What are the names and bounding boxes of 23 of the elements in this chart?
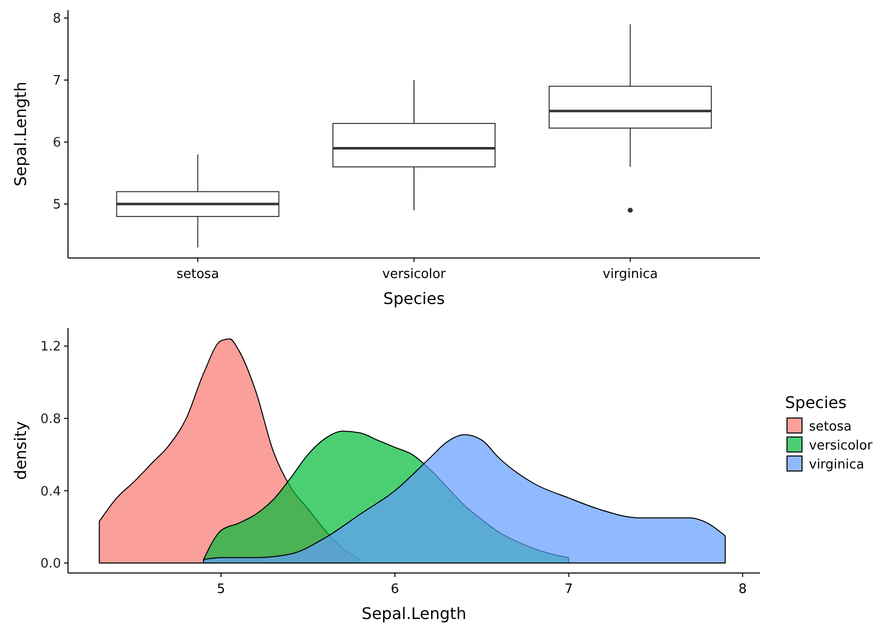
x-tick-label: virginica: [602, 267, 658, 282]
y-axis-title: density: [11, 421, 30, 480]
legend-label: virginica: [809, 458, 864, 473]
legend-title: Species: [785, 393, 847, 412]
x-axis-title: Sepal.Length: [362, 604, 466, 623]
legend-label: setosa: [809, 420, 852, 435]
y-tick-label: 0.4: [40, 484, 61, 500]
x-tick-label: versicolor: [382, 267, 446, 282]
x-axis-title: Species: [383, 289, 445, 308]
y-tick-label: 5: [52, 198, 61, 213]
y-tick-label: 8: [52, 12, 61, 27]
legend-label: versicolor: [809, 438, 874, 454]
y-axis-title: Sepal.Length: [11, 82, 30, 186]
x-tick-label: 5: [216, 582, 226, 597]
x-tick-label: 7: [564, 582, 573, 597]
x-tick-label: 6: [390, 582, 400, 597]
y-tick-label: 0.0: [40, 556, 61, 572]
y-tick-label: 7: [52, 74, 61, 89]
y-tick-label: 0.8: [40, 412, 61, 427]
x-tick-label: 8: [738, 582, 747, 597]
y-tick-label: 6: [52, 136, 61, 151]
y-tick-label: 1.2: [40, 340, 61, 355]
x-tick-label: setosa: [176, 267, 220, 282]
